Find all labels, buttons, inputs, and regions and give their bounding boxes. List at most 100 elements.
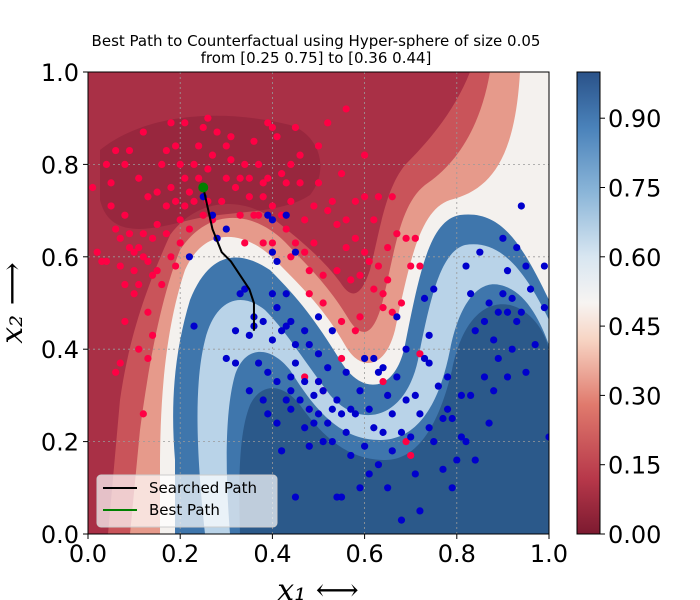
point-class1-123: [485, 419, 493, 427]
point-class0-136: [379, 290, 387, 298]
point-class1-130: [499, 290, 507, 298]
point-class0-85: [254, 160, 263, 168]
point-class0-56: [181, 202, 189, 210]
point-class1-73: [361, 442, 369, 450]
plot-area: [88, 72, 549, 534]
point-class0-113: [324, 207, 332, 215]
point-class0-108: [314, 142, 323, 150]
point-class0-99: [291, 239, 300, 247]
point-class0-81: [245, 174, 253, 182]
point-class1-80: [374, 368, 383, 376]
point-class0-36: [148, 331, 157, 339]
point-class0-106: [310, 202, 318, 210]
point-class1-37: [287, 387, 295, 395]
point-class0-17: [125, 243, 134, 252]
point-class1-112: [457, 391, 466, 399]
colorbar-tick-label-1: 0.15: [608, 452, 661, 480]
point-class0-131: [365, 257, 373, 266]
point-class1-7: [231, 327, 240, 335]
point-class0-148: [411, 234, 419, 242]
point-class0-115: [333, 220, 341, 229]
point-class0-64: [199, 211, 207, 219]
point-class1-95: [411, 391, 419, 399]
point-class0-102: [301, 216, 309, 224]
point-class1-131: [503, 267, 512, 275]
point-class1-54: [314, 377, 323, 386]
point-class1-81: [379, 428, 387, 436]
point-class0-37: [153, 188, 161, 196]
point-class1-31: [282, 322, 290, 330]
point-class1-28: [273, 419, 281, 427]
point-class0-43: [162, 202, 170, 210]
point-class1-23: [268, 336, 276, 344]
legend-box: [96, 474, 278, 528]
point-class1-19: [264, 368, 272, 376]
point-class0-105: [305, 290, 313, 298]
point-class0-4: [107, 179, 115, 187]
point-class0-80: [241, 239, 249, 247]
point-class0-10: [116, 359, 124, 367]
point-class1-45: [301, 327, 309, 335]
point-class0-134: [374, 193, 383, 201]
point-class1-38: [287, 405, 295, 413]
point-class0-96: [282, 225, 290, 233]
point-class1-118: [471, 327, 479, 335]
point-class0-38: [153, 220, 161, 229]
point-class0-128: [361, 151, 369, 159]
searched-path-line: [202, 187, 255, 331]
point-class1-122: [480, 373, 489, 381]
point-class1-78: [370, 424, 378, 432]
point-class0-23: [135, 243, 143, 252]
point-class1-67: [342, 428, 350, 436]
point-class0-116: [333, 267, 341, 275]
point-class1-102: [430, 285, 438, 293]
x-axis-ticks: 0.0 0.2 0.4 0.6 0.8 1.0: [69, 534, 568, 568]
point-class0-103: [301, 248, 309, 256]
point-class1-86: [388, 447, 396, 455]
point-class1-100: [425, 331, 433, 339]
point-class0-120: [342, 216, 350, 224]
point-class1-20: [264, 410, 272, 418]
point-class1-121: [480, 317, 489, 326]
point-class1-43: [296, 396, 304, 404]
point-class1-1: [190, 322, 198, 330]
point-class1-129: [499, 234, 507, 242]
point-class0-27: [139, 230, 147, 238]
point-class1-29: [278, 327, 286, 335]
point-class1-61: [328, 438, 336, 446]
point-class0-61: [195, 174, 203, 182]
colorbar-tick-label-2: 0.30: [608, 382, 661, 410]
point-class1-115: [462, 438, 470, 446]
point-class0-93: [273, 133, 281, 141]
point-class1-98: [420, 294, 429, 302]
y-tick-label-0: 0.0: [41, 521, 79, 549]
point-class1-51: [310, 419, 318, 427]
point-class1-63: [333, 396, 341, 404]
point-class1-18: [264, 211, 272, 219]
point-class1-148: [513, 317, 521, 326]
point-class1-36: [287, 317, 295, 326]
point-class0-110: [319, 271, 327, 279]
x-tick-label-3: 0.6: [346, 540, 384, 568]
point-class1-85: [388, 410, 396, 418]
point-class0-77: [236, 174, 244, 182]
contour-red-core: [100, 115, 321, 229]
point-class1-16: [259, 317, 267, 326]
point-class0-34: [148, 234, 157, 242]
point-class1-105: [439, 414, 447, 423]
point-class0-159: [282, 179, 290, 187]
point-class1-22: [268, 290, 276, 298]
point-class1-27: [273, 377, 281, 386]
point-class1-26: [273, 304, 281, 312]
point-class1-107: [443, 373, 452, 381]
point-class0-146: [407, 262, 415, 270]
point-class1-62: [328, 327, 336, 335]
point-class0-16: [125, 146, 134, 155]
x-tick-label-0: 0.0: [69, 540, 107, 568]
point-class1-120: [476, 248, 484, 256]
point-class0-22: [135, 174, 143, 182]
point-class0-132: [370, 285, 378, 293]
point-class1-140: [526, 285, 535, 293]
point-class1-77: [370, 354, 378, 363]
